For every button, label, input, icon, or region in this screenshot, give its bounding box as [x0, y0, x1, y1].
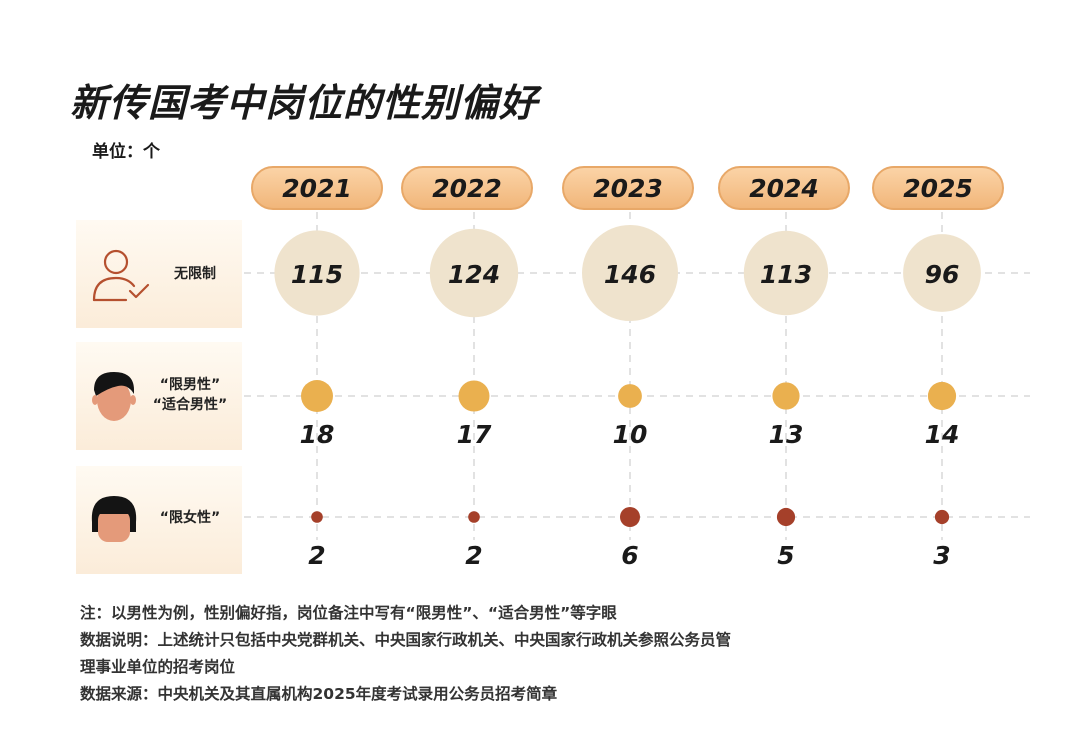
- bubble-female-2025: [934, 509, 950, 525]
- year-pill-2022: 2022: [401, 166, 533, 210]
- note-line: 理事业单位的招考岗位: [80, 658, 236, 676]
- note-line: 注：以男性为例，性别偏好指，岗位备注中写有“限男性”、“适合男性”等字眼: [80, 604, 617, 622]
- bubble-female-2023: [620, 507, 640, 527]
- data-label: 5: [777, 541, 794, 570]
- bubble-male-2022: [458, 380, 490, 412]
- data-label: 18: [300, 420, 335, 449]
- note-line: 数据来源：中央机关及其直属机构2025年度考试录用公务员招考简章: [80, 685, 558, 703]
- data-label: 2: [308, 541, 325, 570]
- year-pill-2023: 2023: [562, 166, 694, 210]
- row-label-line: “限男性”: [159, 377, 221, 393]
- male-avatar-icon: [92, 372, 136, 421]
- row-label-male: “限男性” “适合男性”: [140, 375, 240, 415]
- year-pill-2025: 2025: [872, 166, 1004, 210]
- row-label-unrestricted: 无限制: [160, 264, 230, 284]
- data-label: 13: [769, 420, 804, 449]
- bubble-unrestricted-2024: [743, 230, 829, 316]
- data-label: 2: [465, 541, 482, 570]
- bubble-unrestricted-2025: [903, 234, 981, 312]
- data-label: 96: [925, 260, 960, 289]
- unit-label: 单位：个: [92, 142, 160, 162]
- data-label: 3: [933, 541, 950, 570]
- bubble-male-2024: [772, 382, 800, 410]
- year-pill-2021: 2021: [251, 166, 383, 210]
- bubble-unrestricted-2023: [582, 225, 678, 321]
- row-label-line: “适合男性”: [152, 397, 228, 413]
- bubble-male-2021: [301, 380, 333, 412]
- row-label-line: 无限制: [174, 266, 216, 282]
- notes: 注：以男性为例，性别偏好指，岗位备注中写有“限男性”、“适合男性”等字眼 数据说…: [80, 600, 900, 708]
- page-title: 新传国考中岗位的性别偏好: [70, 81, 539, 125]
- data-label: 146: [604, 260, 656, 289]
- bubble-male-2023: [618, 384, 642, 408]
- data-label: 10: [613, 420, 648, 449]
- data-label: 124: [448, 260, 500, 289]
- bubble-female-2021: [311, 511, 323, 523]
- row-label-female: “限女性”: [140, 508, 240, 528]
- person-check-icon: [92, 249, 150, 302]
- data-label: 115: [291, 260, 343, 289]
- note-line: 数据说明：上述统计只包括中央党群机关、中央国家行政机关、中央国家行政机关参照公务…: [80, 631, 732, 649]
- bubble-unrestricted-2021: [274, 230, 360, 316]
- data-label: 6: [621, 541, 638, 570]
- row-card-unrestricted: [76, 220, 242, 328]
- year-pill-2024: 2024: [718, 166, 850, 210]
- data-label: 17: [457, 420, 492, 449]
- bubble-female-2024: [776, 507, 796, 527]
- row-label-line: “限女性”: [159, 510, 221, 526]
- data-label: 113: [760, 260, 812, 289]
- bubble-male-2025: [927, 381, 957, 411]
- bubble-female-2022: [468, 511, 480, 523]
- female-avatar-icon: [91, 496, 137, 542]
- bubble-unrestricted-2022: [429, 228, 519, 318]
- data-label: 14: [925, 420, 960, 449]
